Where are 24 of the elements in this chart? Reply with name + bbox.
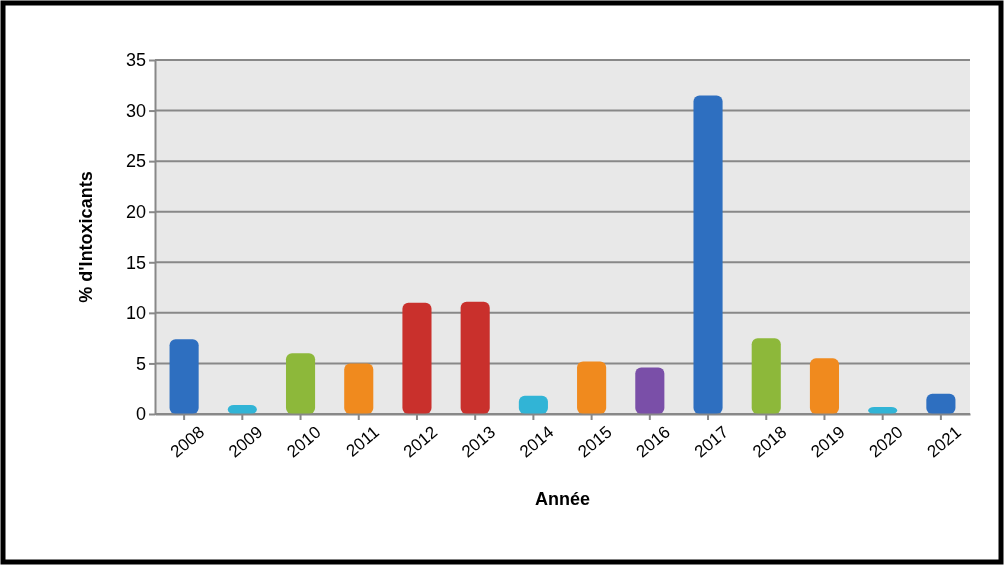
y-tick-label: 30 — [125, 100, 146, 121]
bar — [344, 363, 374, 414]
bar — [169, 339, 199, 414]
x-axis-title: Année — [534, 489, 591, 509]
bar — [402, 302, 432, 414]
y-tick-label: 15 — [125, 252, 146, 273]
bar — [868, 406, 898, 414]
bar — [460, 301, 490, 414]
y-tick-label: 10 — [125, 303, 146, 324]
y-tick-label: 0 — [135, 404, 146, 425]
bar — [693, 95, 723, 414]
y-tick-label: 35 — [125, 50, 146, 71]
bar — [926, 393, 956, 414]
bar — [751, 338, 781, 414]
y-tick-label: 5 — [135, 353, 146, 374]
bar — [577, 361, 607, 414]
y-axis-title: % d'Intoxicants — [76, 171, 96, 303]
bar — [285, 353, 316, 414]
bar — [227, 404, 257, 414]
y-tick-label: 25 — [125, 151, 146, 172]
bar — [518, 395, 548, 414]
bar — [635, 367, 665, 414]
y-tick-label: 20 — [125, 201, 146, 222]
bar — [809, 358, 840, 414]
